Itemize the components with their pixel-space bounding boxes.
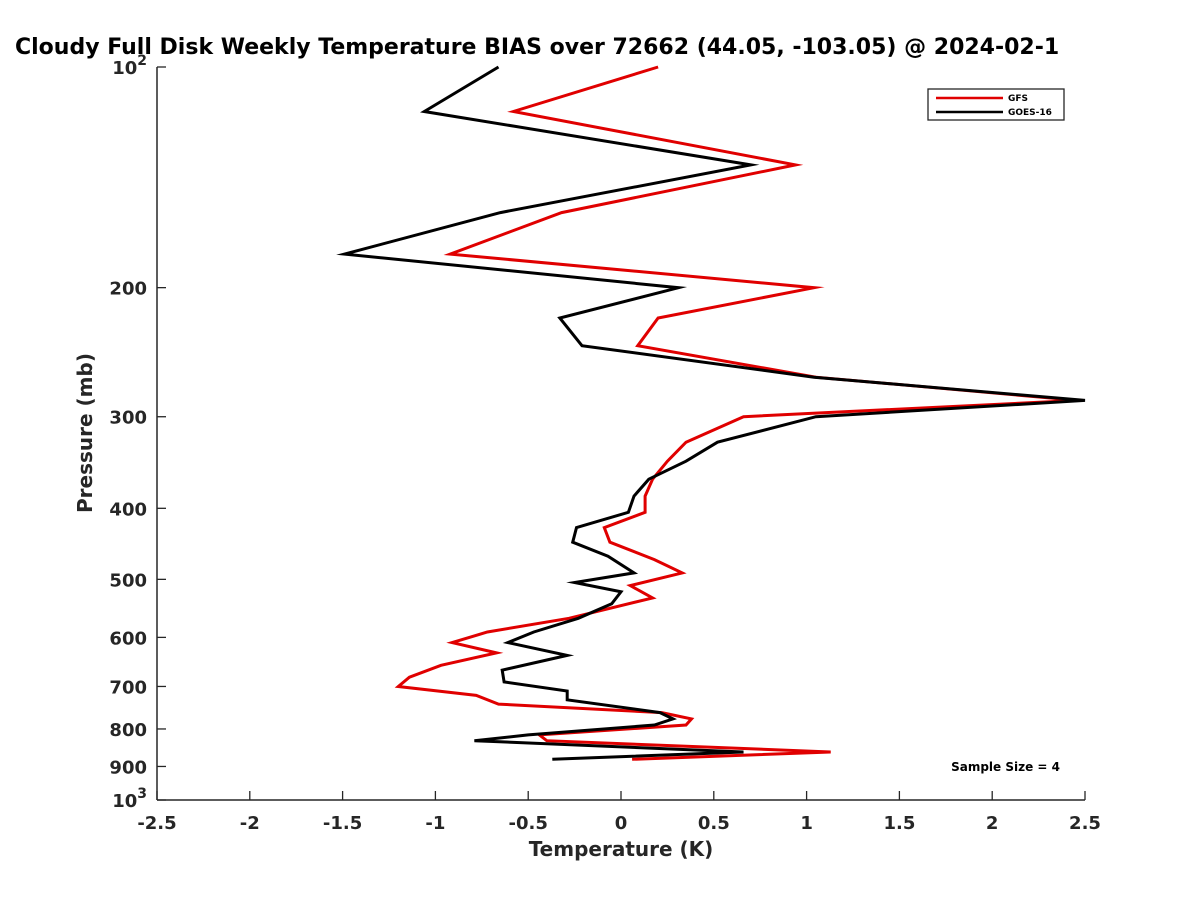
x-tick-label: 2.5 xyxy=(1069,813,1101,834)
legend-label: GFS xyxy=(1008,94,1028,104)
series-group xyxy=(336,65,1086,761)
y-tick-exponent: 3 xyxy=(137,786,147,802)
series-line-goes-16 xyxy=(336,65,1086,761)
y-tick-label: 300 xyxy=(109,408,147,429)
x-tick-label: -1 xyxy=(425,813,445,834)
y-tick-exponent: 2 xyxy=(137,53,147,69)
chart-title: Cloudy Full Disk Weekly Temperature BIAS… xyxy=(15,35,1059,60)
y-tick-label: 400 xyxy=(109,499,147,520)
sample-size-annotation: Sample Size = 4 xyxy=(951,760,1060,774)
x-tick-label: 1 xyxy=(800,813,813,834)
y-tick-label: 102 xyxy=(112,53,147,79)
y-tick-base: 10 xyxy=(112,791,137,812)
y-tick-label: 103 xyxy=(112,786,147,812)
x-tick-label: 2 xyxy=(986,813,999,834)
y-tick-label: 200 xyxy=(109,279,147,300)
y-axis-label: Pressure (mb) xyxy=(73,353,97,513)
legend-box xyxy=(927,88,1065,121)
legend-label: GOES-16 xyxy=(1008,108,1052,118)
y-tick-label: 900 xyxy=(109,757,147,778)
y-tick-label: 600 xyxy=(109,628,147,649)
x-axis-label: Temperature (K) xyxy=(529,837,714,861)
x-tick-label: 0 xyxy=(615,813,628,834)
x-tick-label: -2 xyxy=(240,813,260,834)
y-tick-base: 10 xyxy=(112,58,137,79)
x-tick-label: -0.5 xyxy=(509,813,548,834)
y-tick-label: 700 xyxy=(109,677,147,698)
y-tick-label: 500 xyxy=(109,570,147,591)
y-tick-label: 800 xyxy=(109,720,147,741)
x-tick-label: 1.5 xyxy=(883,813,915,834)
legend: GFS GOES-16 xyxy=(927,88,1065,121)
x-tick-label: 0.5 xyxy=(698,813,730,834)
x-tick-label: -2.5 xyxy=(137,813,176,834)
x-tick-label: -1.5 xyxy=(323,813,362,834)
series-line-gfs xyxy=(394,65,1078,761)
x-tick-group: -2.5 -2 -1.5 -1 -0.5 0 0.5 1 1.5 2 2.5 xyxy=(137,791,1101,834)
